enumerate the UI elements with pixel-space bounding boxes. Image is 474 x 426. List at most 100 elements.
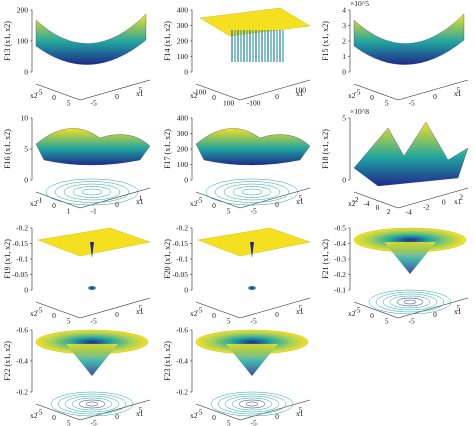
- surface-shape: [353, 121, 469, 187]
- x2-tick-label: 0: [52, 201, 56, 210]
- contour-line: [217, 393, 287, 415]
- z-tick-label: 400: [177, 6, 189, 15]
- x1-tick-label: -5: [251, 317, 257, 326]
- x1-tick-label: -5: [91, 419, 97, 426]
- x2-axis-label: x2: [190, 91, 198, 100]
- x2-axis-label: x2: [30, 91, 38, 100]
- contour-line: [232, 186, 272, 198]
- x2-tick-label: -5: [196, 306, 202, 315]
- x1-axis-label: x1: [296, 307, 304, 316]
- x1-tick-label: 100: [295, 85, 307, 94]
- z-tick-label: 5: [342, 114, 346, 123]
- x2-axis-line: [195, 191, 241, 209]
- x1-tick-label: -4: [406, 208, 412, 217]
- contour-line: [389, 295, 431, 309]
- z-tick-label: -0.2: [176, 388, 188, 397]
- surface-well: [250, 242, 254, 258]
- x2-axis-line: [353, 301, 399, 319]
- contour-line: [78, 399, 106, 409]
- contour-line: [224, 395, 280, 413]
- x1-axis-label: x1: [136, 197, 144, 206]
- z-tick-label: 100: [17, 37, 29, 46]
- x2-tick-label: 5: [227, 418, 231, 426]
- x2-axis-label: x2: [348, 91, 356, 100]
- x1-axis-label: x1: [136, 409, 144, 418]
- x1-tick-label: -5: [91, 317, 97, 326]
- x1-axis-label: x1: [296, 197, 304, 206]
- chart-panel-f15: 0 1 2 3 4 F15 (x1, x2) ×10^5 -5 0 5 -5 0 5 x2 x1: [321, 0, 469, 108]
- x2-tick-label: -5: [36, 306, 42, 315]
- surface-shape: [199, 7, 311, 37]
- x1-axis-line: [239, 297, 311, 319]
- x2-axis-label: x2: [30, 199, 38, 208]
- contour-line: [63, 183, 121, 201]
- z-tick-label: -0.2: [16, 224, 28, 233]
- contour-line: [396, 297, 424, 307]
- x1-axis-label: x1: [454, 89, 462, 98]
- x1-tick-label: 5: [298, 193, 302, 202]
- x1-tick-label: -5: [251, 419, 257, 426]
- x1-axis-line: [239, 399, 311, 421]
- x1-tick-label: -5: [409, 99, 415, 108]
- chart-panel-f16: 0 5 10 F16 (x1, x2) -1 0 1 -1 0 1 x2 x1: [3, 114, 151, 216]
- x2-tick-label: -5: [36, 408, 42, 417]
- surface-shape: [35, 13, 147, 65]
- chart-panel-f17: 0 100 200 300 400 F17 (x1, x2) -5 0 5 -5 0 5 x2 x1: [163, 114, 311, 216]
- x2-axis-line: [35, 83, 81, 101]
- x2-tick-label: -1: [36, 196, 42, 205]
- x2-axis-label: x2: [348, 199, 356, 208]
- z-tick-label: 200: [177, 145, 189, 154]
- x1-axis-line: [239, 187, 311, 209]
- x1-axis-label: x1: [136, 307, 144, 316]
- x1-axis-line: [79, 297, 151, 319]
- contour-line: [45, 178, 139, 206]
- x1-tick-label: 2: [459, 193, 463, 202]
- x1-axis-line: [239, 79, 311, 101]
- z-tick-label: 2: [342, 37, 346, 46]
- x1-tick-label: 0: [433, 92, 437, 101]
- x2-tick-label: -2: [352, 195, 358, 204]
- surface-well: [66, 344, 118, 376]
- x1-tick-label: 0: [275, 310, 279, 319]
- x2-tick-label: 0: [212, 93, 216, 102]
- z-tick-label: -0.5: [334, 224, 346, 233]
- z-axis-title: F21 (x1, x2): [321, 239, 330, 279]
- x1-tick-label: 0: [275, 92, 279, 101]
- chart-panel-f14: 0 100 200 300 400 F14 (x1, x2) -100 0 100 -100 0 10…: [163, 6, 311, 108]
- contour-line: [382, 293, 438, 311]
- x2-axis-line: [195, 403, 241, 421]
- contour-line: [403, 299, 417, 305]
- x2-tick-label: 5: [67, 316, 71, 325]
- z-tick-label: -0.05: [172, 270, 188, 279]
- x1-tick-label: -5: [91, 99, 97, 108]
- x2-tick-label: 5: [385, 316, 389, 325]
- z-axis-title: F14 (x1, x2): [163, 21, 172, 61]
- x2-tick-label: 0: [370, 311, 374, 320]
- x2-tick-label: 0: [52, 311, 56, 320]
- contour-line: [223, 183, 281, 201]
- z-axis-title: F16 (x1, x2): [3, 129, 12, 169]
- z-tick-label: 1: [342, 52, 346, 61]
- z-tick-label: 200: [177, 37, 189, 46]
- z-tick-label: 5: [24, 145, 28, 154]
- chart-panel-f23: -0.2 -0.4 -0.6 F23 (x1, x2) -5 0 5 -5 0 5 x2 x1: [163, 326, 311, 426]
- x1-tick-label: 0: [433, 310, 437, 319]
- z-tick-label: 200: [17, 6, 29, 15]
- x2-axis-label: x2: [30, 411, 38, 420]
- x2-tick-label: 0: [376, 203, 380, 212]
- x1-axis-label: x1: [454, 197, 462, 206]
- z-tick-label: 4: [342, 6, 346, 15]
- z-axis-title: F20 (x1, x2): [163, 239, 172, 279]
- surface-shape: [195, 128, 311, 166]
- surface-well: [90, 242, 94, 258]
- z-tick-label: -0.4: [176, 357, 188, 366]
- contour-dot: [88, 286, 96, 290]
- x2-tick-label: 5: [385, 98, 389, 107]
- x1-axis-line: [79, 187, 151, 209]
- contour-line: [214, 181, 290, 203]
- x2-tick-label: -5: [196, 408, 202, 417]
- z-tick-label: -0.4: [16, 357, 28, 366]
- x1-tick-label: 5: [298, 405, 302, 414]
- x2-axis-line: [35, 191, 81, 209]
